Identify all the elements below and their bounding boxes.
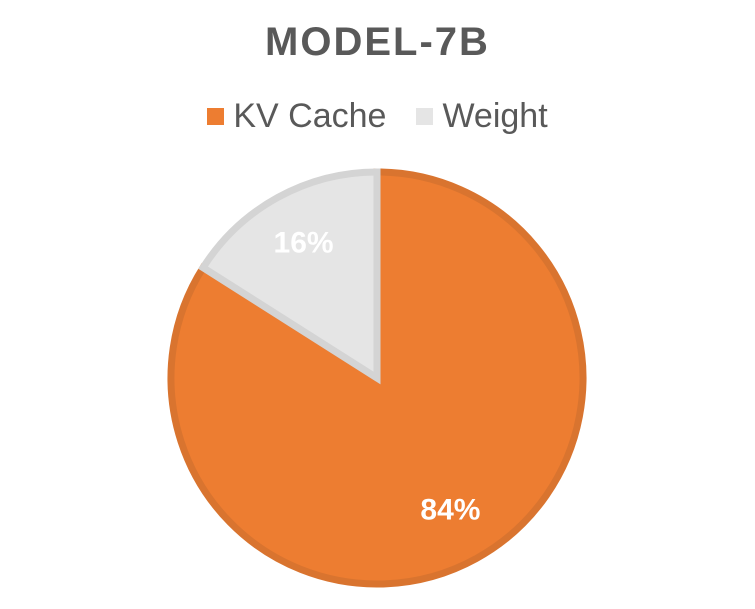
legend-label-weight: Weight bbox=[442, 97, 548, 135]
legend-item-kv-cache: KV Cache bbox=[207, 96, 386, 136]
data-label-weight: 16% bbox=[274, 226, 334, 259]
legend-label-kv-cache: KV Cache bbox=[233, 97, 387, 135]
chart-legend: KV Cache Weight bbox=[0, 96, 755, 136]
data-label-kv-cache: 84% bbox=[420, 494, 480, 527]
legend-item-weight: Weight bbox=[416, 96, 548, 136]
legend-swatch-weight bbox=[416, 107, 434, 125]
legend-swatch-kv-cache bbox=[207, 107, 225, 125]
chart-title: MODEL-7B bbox=[265, 20, 490, 64]
pie-slice-weight bbox=[198, 168, 381, 385]
